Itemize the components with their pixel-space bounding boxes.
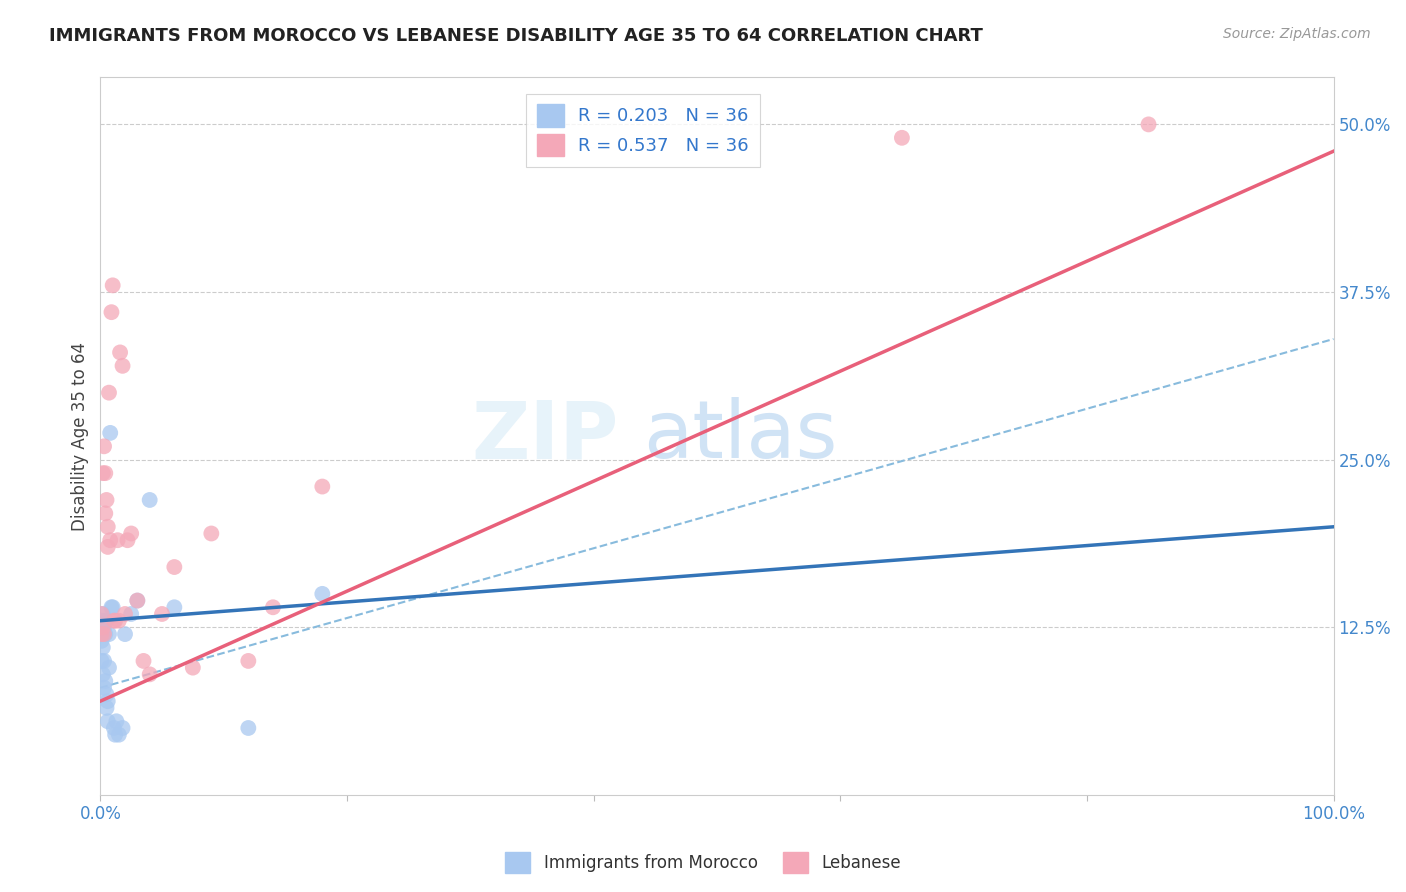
Legend: Immigrants from Morocco, Lebanese: Immigrants from Morocco, Lebanese <box>499 846 907 880</box>
Point <box>98 425 121 440</box>
Point <box>108 728 131 742</box>
Point <box>98 533 121 548</box>
Text: ZIP: ZIP <box>471 397 619 475</box>
Point <box>311 479 333 493</box>
Point <box>94 507 117 521</box>
Point <box>101 278 124 293</box>
Text: Source: ZipAtlas.com: Source: ZipAtlas.com <box>1223 27 1371 41</box>
Point <box>111 359 134 373</box>
Point <box>91 627 114 641</box>
Point <box>97 520 120 534</box>
Point <box>90 654 112 668</box>
Point <box>96 492 118 507</box>
Point <box>90 607 112 621</box>
Point <box>1137 117 1160 131</box>
Point <box>101 600 124 615</box>
Point <box>93 439 115 453</box>
Point <box>91 640 114 655</box>
Point <box>91 667 114 681</box>
Point <box>138 492 160 507</box>
Point <box>114 607 136 621</box>
Point <box>97 694 120 708</box>
Point <box>117 533 139 548</box>
Point <box>96 701 118 715</box>
Point <box>90 627 112 641</box>
Point <box>120 526 142 541</box>
Point <box>91 607 114 621</box>
Point <box>311 587 333 601</box>
Point <box>104 728 127 742</box>
Point <box>138 667 160 681</box>
Point <box>114 627 136 641</box>
Point <box>238 721 260 735</box>
Point <box>127 593 149 607</box>
Legend: R = 0.203   N = 36, R = 0.537   N = 36: R = 0.203 N = 36, R = 0.537 N = 36 <box>526 94 759 167</box>
Point <box>132 654 155 668</box>
Point <box>108 345 131 359</box>
Point <box>98 385 121 400</box>
Point <box>97 540 120 554</box>
Point <box>97 714 120 729</box>
Point <box>105 714 128 729</box>
Point <box>90 614 112 628</box>
Point <box>94 627 117 641</box>
Point <box>120 607 142 621</box>
Point <box>93 654 115 668</box>
Text: IMMIGRANTS FROM MOROCCO VS LEBANESE DISABILITY AGE 35 TO 64 CORRELATION CHART: IMMIGRANTS FROM MOROCCO VS LEBANESE DISA… <box>49 27 983 45</box>
Point <box>238 654 260 668</box>
Point <box>108 614 131 628</box>
Point <box>103 721 125 735</box>
Point <box>94 674 117 689</box>
Point <box>104 614 127 628</box>
Point <box>103 614 125 628</box>
Point <box>91 620 114 634</box>
Point <box>93 627 115 641</box>
Point <box>181 660 204 674</box>
Point <box>111 721 134 735</box>
Point <box>91 466 114 480</box>
Point <box>200 526 222 541</box>
Point <box>100 600 122 615</box>
Point <box>96 614 118 628</box>
Y-axis label: Disability Age 35 to 64: Disability Age 35 to 64 <box>72 342 89 531</box>
Point <box>93 681 115 695</box>
Point <box>96 688 118 702</box>
Point <box>93 620 115 634</box>
Point <box>94 614 117 628</box>
Point <box>163 560 186 574</box>
Point <box>90 633 112 648</box>
Point <box>98 627 121 641</box>
Point <box>890 130 912 145</box>
Point <box>262 600 284 615</box>
Point <box>107 533 129 548</box>
Point <box>94 466 117 480</box>
Point <box>127 593 149 607</box>
Point <box>100 305 122 319</box>
Point <box>90 627 112 641</box>
Text: atlas: atlas <box>643 397 838 475</box>
Point <box>150 607 173 621</box>
Point <box>98 660 121 674</box>
Point <box>163 600 186 615</box>
